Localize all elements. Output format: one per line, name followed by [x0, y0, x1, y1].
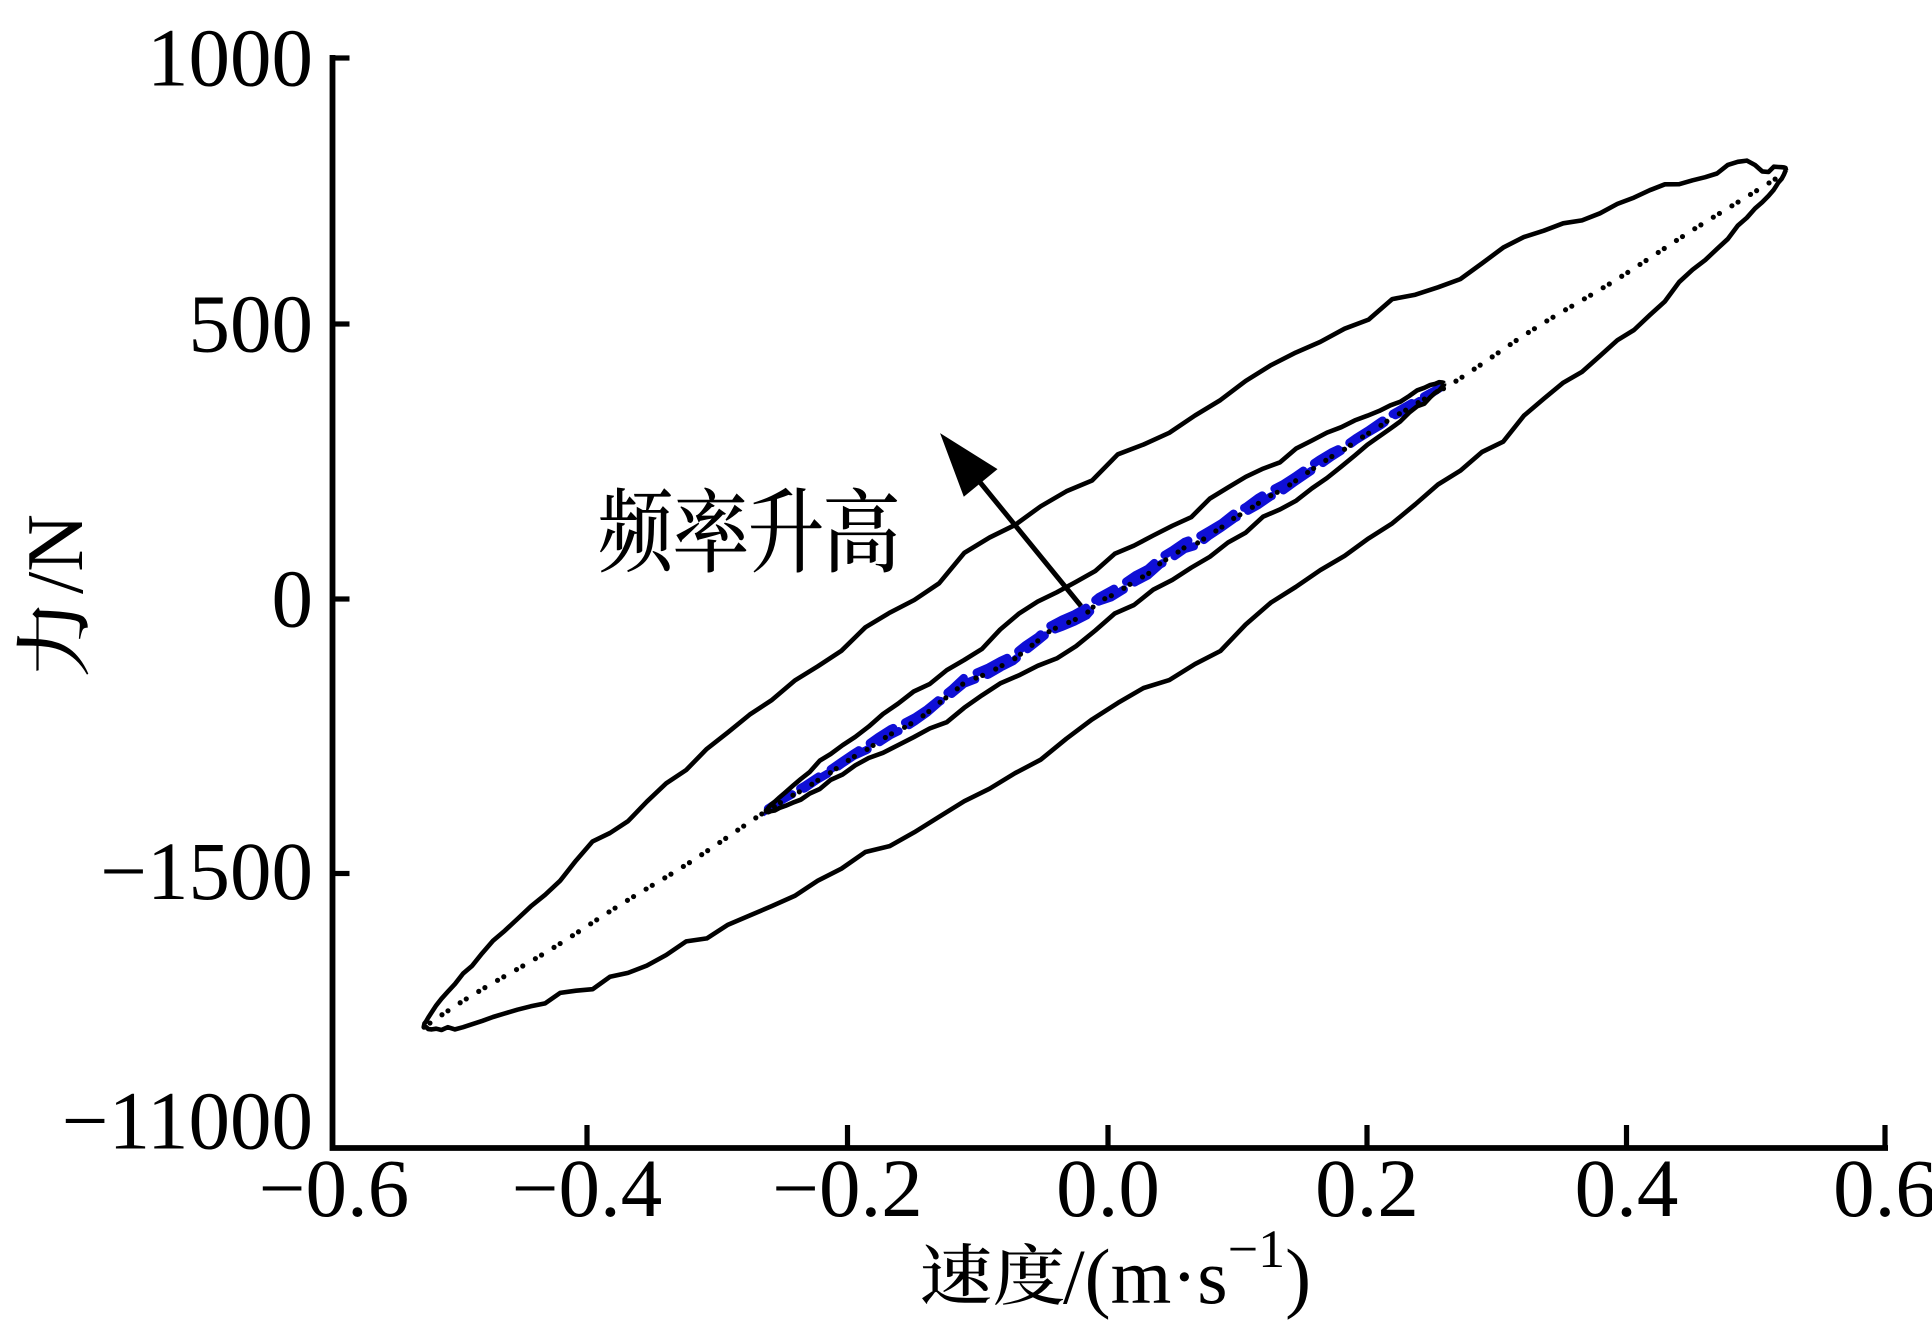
svg-text:0: 0	[272, 553, 314, 645]
svg-text:−0.2: −0.2	[772, 1142, 923, 1234]
svg-text:−0.4: −0.4	[512, 1142, 663, 1234]
svg-text:0.2: 0.2	[1315, 1142, 1419, 1234]
svg-text:−1500: −1500	[100, 825, 313, 917]
svg-text:1000: 1000	[147, 12, 313, 104]
svg-text:/N: /N	[12, 514, 100, 594]
svg-text:0.4: 0.4	[1575, 1142, 1679, 1234]
svg-text:−11000: −11000	[62, 1075, 313, 1167]
svg-text:0.0: 0.0	[1056, 1142, 1160, 1234]
svg-text:500: 500	[189, 278, 314, 370]
svg-text:0.6: 0.6	[1833, 1142, 1932, 1234]
svg-text:−0.6: −0.6	[259, 1142, 410, 1234]
